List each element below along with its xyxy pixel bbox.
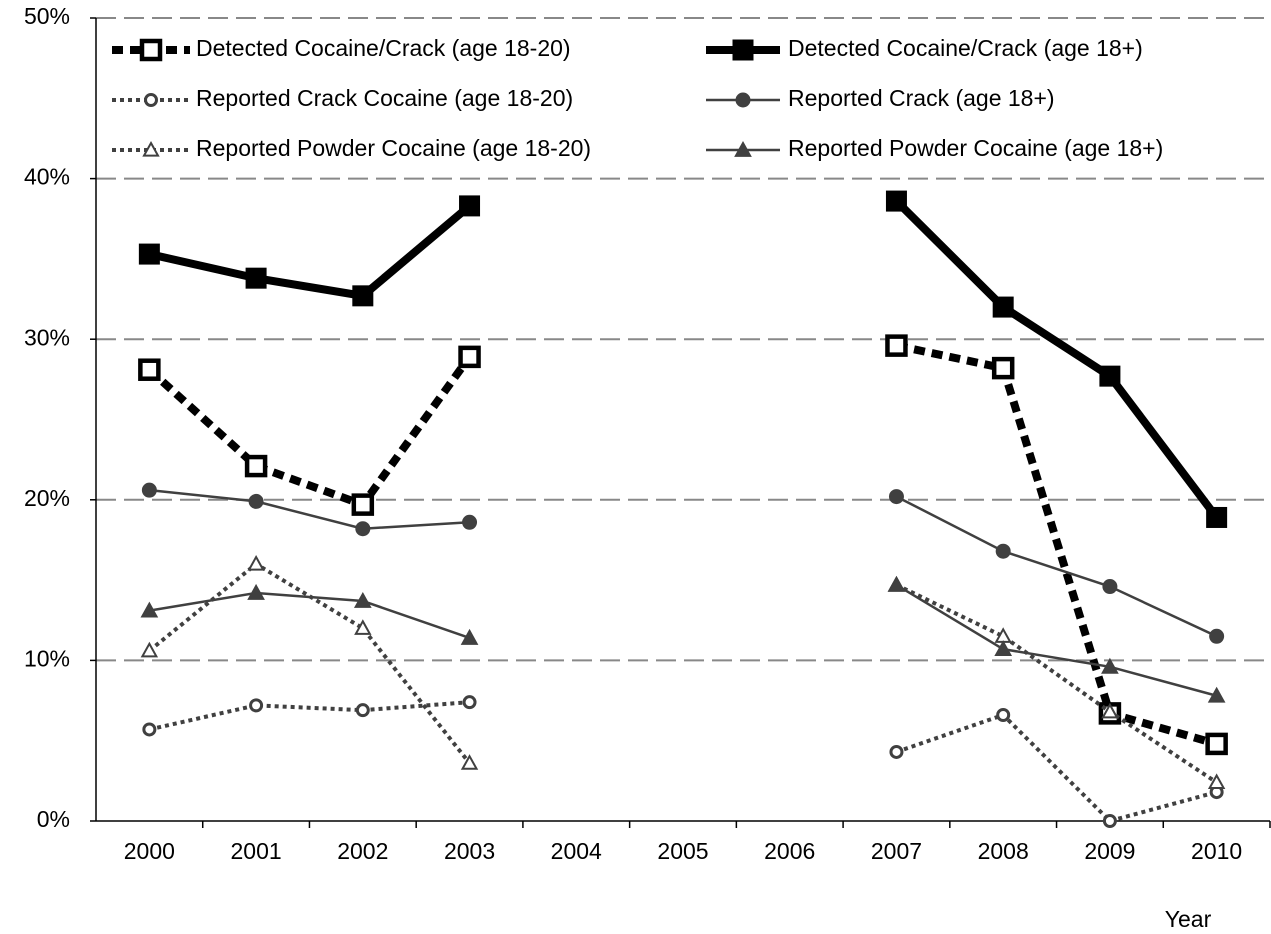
marker (459, 195, 481, 217)
marker (141, 482, 157, 498)
x-tick-label: 2000 (124, 838, 175, 864)
marker (1101, 702, 1119, 719)
series-line (149, 583, 1217, 697)
y-tick-label: 30% (24, 324, 70, 350)
marker (458, 345, 481, 369)
marker (887, 575, 906, 592)
marker (994, 640, 1013, 657)
x-tick-label: 2005 (657, 838, 708, 864)
x-tick-label: 2008 (978, 838, 1029, 864)
y-tick-label: 0% (37, 806, 70, 832)
marker (1206, 506, 1228, 528)
marker (138, 243, 160, 265)
marker (247, 554, 265, 571)
marker (889, 744, 904, 759)
marker (1207, 686, 1226, 703)
marker (735, 92, 751, 108)
x-tick-label: 2003 (444, 838, 495, 864)
marker (142, 722, 157, 737)
legend-label: Reported Crack (age 18+) (788, 85, 1055, 111)
marker (354, 619, 372, 635)
x-tick-label: 2006 (764, 838, 815, 864)
legend-label: Reported Powder Cocaine (age 18+) (788, 135, 1163, 161)
x-axis-label: Year (1165, 906, 1212, 932)
x-tick-label: 2010 (1191, 838, 1242, 864)
marker (248, 493, 264, 509)
x-tick-label: 2001 (231, 838, 282, 864)
y-tick-label: 10% (24, 645, 70, 671)
marker (355, 703, 370, 718)
marker (249, 698, 264, 713)
marker (1102, 814, 1117, 828)
marker (351, 493, 375, 516)
marker (888, 489, 904, 505)
y-tick-label: 50% (24, 3, 70, 29)
x-tick-label: 2002 (337, 838, 388, 864)
marker (1207, 773, 1226, 790)
marker (996, 708, 1011, 723)
marker (991, 356, 1015, 380)
y-tick-label: 40% (24, 164, 70, 190)
marker (734, 140, 752, 157)
series-line (149, 488, 1218, 638)
marker (353, 591, 372, 608)
legend-label: Detected Cocaine/Crack (age 18-20) (196, 35, 571, 61)
marker (995, 543, 1011, 559)
marker (139, 38, 163, 62)
series-line (148, 700, 1218, 824)
marker (1209, 628, 1225, 644)
x-tick-label: 2004 (551, 838, 602, 864)
series-line (148, 198, 1220, 520)
series-line (146, 341, 1218, 748)
y-tick-label: 20% (24, 485, 70, 511)
marker (732, 39, 754, 61)
marker (244, 454, 268, 478)
marker (885, 334, 908, 357)
marker (460, 754, 479, 770)
marker (460, 628, 479, 645)
marker (1101, 657, 1119, 674)
marker (355, 521, 371, 537)
marker (1205, 732, 1228, 756)
legend-label: Detected Cocaine/Crack (age 18+) (788, 35, 1143, 61)
marker (140, 641, 159, 658)
marker (992, 296, 1014, 318)
x-tick-label: 2007 (871, 838, 922, 864)
legend-label: Reported Powder Cocaine (age 18-20) (196, 135, 591, 161)
marker (352, 285, 374, 307)
series-line (148, 561, 1218, 785)
marker (245, 267, 267, 289)
marker (247, 583, 265, 600)
marker (142, 140, 160, 157)
x-tick-label: 2009 (1084, 838, 1135, 864)
marker (1099, 365, 1121, 387)
marker (140, 601, 159, 618)
marker (138, 358, 161, 381)
marker (462, 514, 478, 530)
marker (462, 695, 477, 710)
legend-label: Reported Crack Cocaine (age 18-20) (196, 85, 573, 111)
marker (1102, 579, 1118, 595)
marker (144, 93, 158, 107)
marker (885, 190, 907, 212)
